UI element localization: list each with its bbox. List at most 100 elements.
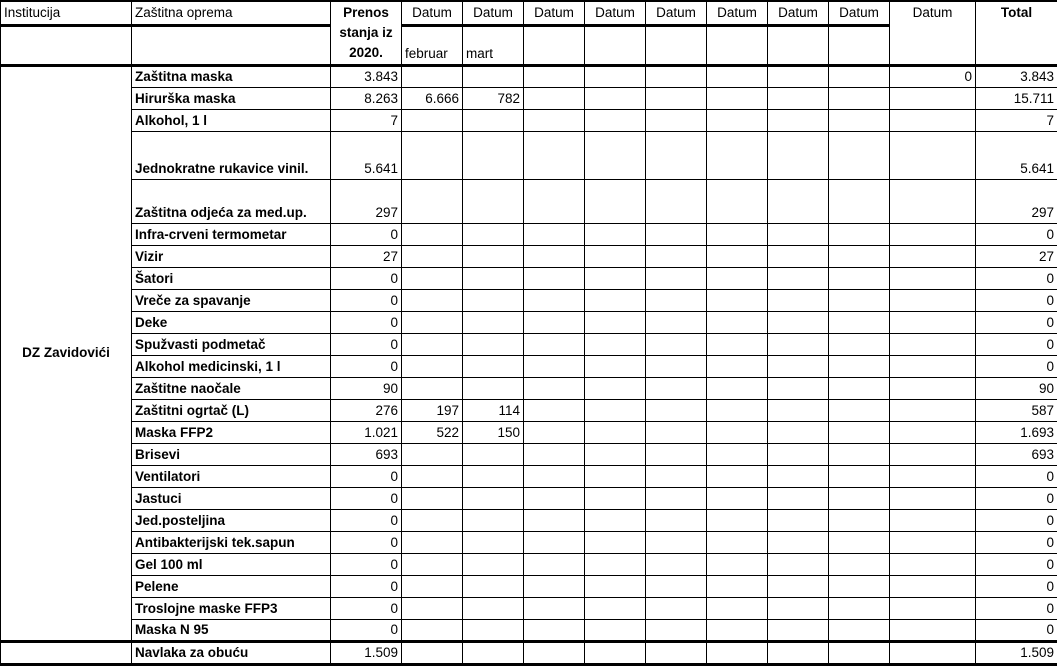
cell-total[interactable]: 15.711 [975, 86, 1057, 110]
cell-carryover[interactable]: 27 [330, 244, 402, 268]
cell-total[interactable]: 693 [975, 442, 1057, 466]
cell-datum[interactable] [401, 64, 463, 88]
cell-datum[interactable] [828, 618, 890, 642]
cell-datum-wide[interactable] [889, 420, 976, 444]
cell-datum[interactable] [828, 64, 890, 88]
cell-datum[interactable] [706, 266, 768, 290]
cell-datum[interactable] [462, 332, 524, 356]
cell-datum-wide[interactable] [889, 332, 976, 356]
cell-datum[interactable] [584, 64, 646, 88]
cell-datum[interactable] [584, 108, 646, 132]
cell-item[interactable]: Troslojne maske FFP3 [131, 596, 331, 620]
cell-datum[interactable] [767, 354, 829, 378]
cell-datum[interactable] [828, 310, 890, 334]
header-empty-oprema[interactable] [131, 24, 331, 67]
cell-datum[interactable] [584, 398, 646, 422]
cell-item[interactable]: Zaštitna odjeća za med.up. [131, 178, 331, 224]
cell-datum[interactable] [767, 508, 829, 532]
cell-datum[interactable] [828, 332, 890, 356]
cell-datum-wide[interactable] [889, 618, 976, 642]
cell-datum[interactable] [584, 464, 646, 488]
cell-datum[interactable] [462, 288, 524, 312]
col-header-zastitna-oprema[interactable]: Zaštitna oprema [131, 0, 331, 27]
cell-datum[interactable] [767, 222, 829, 246]
cell-datum[interactable] [828, 596, 890, 620]
cell-datum[interactable] [523, 86, 585, 110]
cell-datum[interactable]: 6.666 [401, 86, 463, 110]
cell-datum[interactable] [706, 376, 768, 400]
cell-datum[interactable]: 782 [462, 86, 524, 110]
col-header-datum-8[interactable]: Datum [828, 0, 890, 27]
cell-datum[interactable] [828, 530, 890, 554]
cell-carryover[interactable]: 0 [330, 222, 402, 246]
cell-datum[interactable] [645, 108, 707, 132]
cell-carryover[interactable]: 7 [330, 108, 402, 132]
cell-datum[interactable] [523, 354, 585, 378]
cell-datum[interactable] [645, 310, 707, 334]
cell-total[interactable]: 0 [975, 332, 1057, 356]
cell-datum[interactable] [523, 530, 585, 554]
cell-total[interactable]: 0 [975, 354, 1057, 378]
cell-total[interactable]: 0 [975, 618, 1057, 642]
cell-carryover[interactable]: 276 [330, 398, 402, 422]
cell-datum[interactable] [828, 244, 890, 268]
cell-datum[interactable] [645, 420, 707, 444]
cell-item[interactable]: Jastuci [131, 486, 331, 510]
cell-datum-wide[interactable] [889, 108, 976, 132]
cell-item[interactable]: Infra-crveni termometar [131, 222, 331, 246]
cell-total[interactable]: 1.693 [975, 420, 1057, 444]
cell-total[interactable]: 27 [975, 244, 1057, 268]
cell-datum[interactable] [401, 332, 463, 356]
cell-datum[interactable] [462, 486, 524, 510]
cell-datum[interactable] [828, 464, 890, 488]
cell-datum[interactable] [767, 420, 829, 444]
cell-datum[interactable] [523, 376, 585, 400]
cell-datum[interactable] [645, 288, 707, 312]
cell-datum[interactable] [828, 574, 890, 598]
cell-datum[interactable] [645, 552, 707, 576]
cell-datum[interactable] [462, 618, 524, 642]
cell-datum[interactable] [584, 266, 646, 290]
cell-datum[interactable] [401, 178, 463, 224]
cell-datum[interactable] [767, 64, 829, 88]
cell-datum-wide[interactable] [889, 130, 976, 180]
cell-datum[interactable] [706, 244, 768, 268]
cell-datum[interactable] [706, 130, 768, 180]
cell-carryover[interactable]: 0 [330, 530, 402, 554]
cell-datum[interactable] [523, 442, 585, 466]
cell-datum[interactable] [401, 222, 463, 246]
cell-datum[interactable] [828, 398, 890, 422]
cell-item[interactable]: Alkohol medicinski, 1 l [131, 354, 331, 378]
cell-datum[interactable] [523, 574, 585, 598]
cell-datum-wide[interactable]: 0 [889, 64, 976, 88]
cell-datum[interactable] [523, 639, 585, 666]
cell-carryover[interactable]: 0 [330, 310, 402, 334]
cell-total[interactable]: 90 [975, 376, 1057, 400]
cell-datum[interactable] [767, 596, 829, 620]
cell-total[interactable]: 0 [975, 486, 1057, 510]
cell-datum[interactable] [706, 574, 768, 598]
cell-datum[interactable] [828, 222, 890, 246]
cell-datum[interactable] [767, 332, 829, 356]
cell-datum[interactable] [584, 310, 646, 334]
cell-datum[interactable] [523, 464, 585, 488]
cell-datum[interactable] [523, 266, 585, 290]
subheader-empty[interactable] [767, 24, 829, 67]
subheader-mart[interactable]: mart [462, 24, 524, 67]
cell-datum[interactable] [828, 130, 890, 180]
cell-datum[interactable] [401, 464, 463, 488]
cell-datum[interactable] [645, 464, 707, 488]
cell-carryover[interactable]: 0 [330, 508, 402, 532]
cell-datum-wide[interactable] [889, 486, 976, 510]
cell-datum[interactable] [584, 596, 646, 620]
cell-datum[interactable] [584, 244, 646, 268]
cell-datum-wide[interactable] [889, 508, 976, 532]
cell-datum[interactable] [462, 222, 524, 246]
institution-cell[interactable]: DZ Zavidovići [0, 64, 132, 643]
col-header-datum-1[interactable]: Datum [401, 0, 463, 27]
cell-carryover[interactable]: 3.843 [330, 64, 402, 88]
cell-datum[interactable] [767, 530, 829, 554]
header-empty-institucija[interactable] [0, 24, 132, 67]
subheader-empty[interactable] [523, 24, 585, 67]
cell-datum[interactable] [767, 464, 829, 488]
